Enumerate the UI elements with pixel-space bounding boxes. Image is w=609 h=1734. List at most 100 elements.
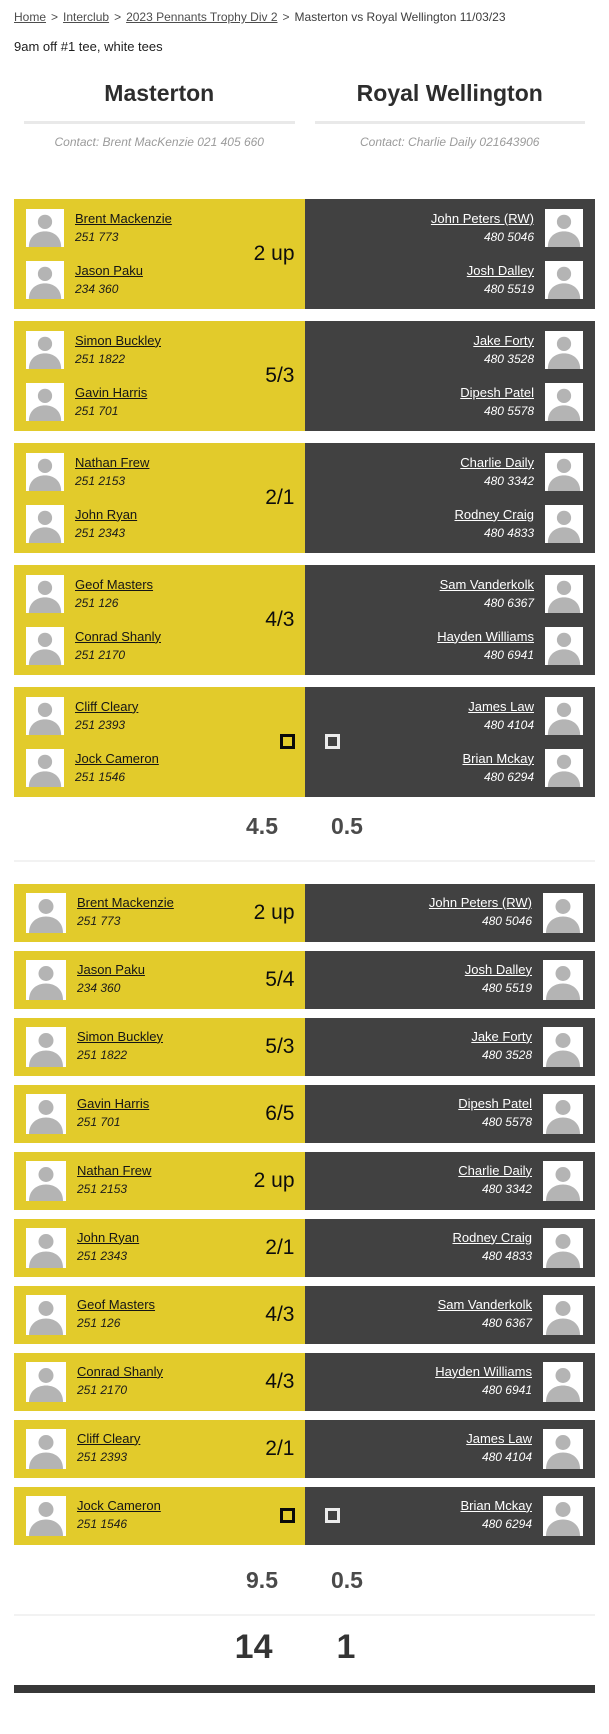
breadcrumb-current: Masterton vs Royal Wellington 11/03/23: [294, 10, 506, 24]
player-number: 480 3342: [483, 473, 534, 488]
player-name-link[interactable]: Jake Forty: [471, 1028, 532, 1044]
player-name-link[interactable]: Geof Masters: [77, 1296, 156, 1312]
away-players: Charlie Daily 480 3342 Rodney Craig 480 483…: [305, 443, 596, 553]
away-team-name: Royal Wellington: [356, 80, 543, 106]
player-name-link[interactable]: Nathan Frew: [75, 454, 150, 470]
breadcrumb-link[interactable]: Interclub: [63, 10, 110, 24]
player-info: Brian Mckay 480 6294: [462, 749, 534, 787]
player-home-1: Geof Masters 251 126: [26, 1294, 225, 1335]
player-name-link[interactable]: Sam Vanderkolk: [439, 576, 534, 592]
player-name-link[interactable]: James Law: [468, 698, 534, 714]
player-name-link[interactable]: Gavin Harris: [77, 1095, 150, 1111]
player-name-link[interactable]: Hayden Williams: [437, 628, 534, 644]
home-players: Jock Cameron 251 1546: [14, 1487, 225, 1545]
player-home-1: Gavin Harris 251 701: [26, 1093, 225, 1134]
result-checkbox-away[interactable]: [324, 734, 340, 750]
player-name-link[interactable]: Josh Dalley: [466, 262, 534, 278]
player-name-link[interactable]: Dipesh Patel: [458, 1095, 532, 1111]
player-info: Josh Dalley 480 5519: [465, 960, 532, 1000]
player-name-link[interactable]: Rodney Craig: [454, 506, 535, 522]
player-name-link[interactable]: John Ryan: [77, 1229, 140, 1245]
home-players: Simon Buckley 251 1822 Gavin Harris 251 701: [14, 321, 225, 431]
pairs-total-home: 4.5: [246, 812, 278, 839]
away-players: Brian Mckay 480 6294: [340, 1487, 596, 1545]
player-name-link[interactable]: Cliff Cleary: [77, 1430, 141, 1446]
player-name-link[interactable]: Jason Paku: [77, 961, 145, 977]
breadcrumb-link[interactable]: Home: [14, 10, 47, 24]
player-home-1: Cliff Cleary 251 2393: [26, 696, 225, 735]
away-result-area: [305, 687, 340, 797]
result-checkbox-away[interactable]: [324, 1508, 340, 1524]
match-result: 2/1: [225, 1420, 305, 1478]
player-home-1: Geof Masters 251 126: [26, 574, 225, 613]
breadcrumb-separator: >: [282, 10, 290, 24]
player-name-link[interactable]: Conrad Shanly: [75, 628, 161, 644]
player-name-link[interactable]: John Ryan: [75, 506, 138, 522]
player-name-link[interactable]: Cliff Cleary: [75, 698, 139, 714]
player-info: Geof Masters 251 126: [75, 575, 153, 613]
player-name-link[interactable]: Hayden Williams: [435, 1363, 532, 1379]
player-home-1: Nathan Frew 251 2153: [26, 1160, 225, 1201]
person-avatar-icon: [26, 1428, 66, 1469]
player-name-link[interactable]: Rodney Craig: [452, 1229, 533, 1245]
player-name-link[interactable]: John Peters (RW): [430, 210, 534, 226]
away-side: Josh Dalley 480 5519: [304, 950, 595, 1009]
player-name-link[interactable]: Jock Cameron: [77, 1497, 161, 1513]
player-name-link[interactable]: Gavin Harris: [75, 384, 148, 400]
player-name-link[interactable]: Simon Buckley: [77, 1028, 163, 1044]
away-players: Hayden Williams 480 6941: [305, 1353, 596, 1411]
player-name-link[interactable]: Dipesh Patel: [460, 384, 534, 400]
player-name-link[interactable]: Geof Masters: [75, 576, 154, 592]
player-home-1: Conrad Shanly 251 2170: [26, 1361, 225, 1402]
match-result: 2 up: [225, 1152, 305, 1210]
home-side: Nathan Frew 251 2153 2 up: [14, 1151, 305, 1210]
player-name-link[interactable]: John Peters (RW): [428, 894, 532, 910]
player-name-link[interactable]: Jock Cameron: [75, 750, 159, 766]
breadcrumb-link[interactable]: 2023 Pennants Trophy Div 2: [126, 10, 278, 24]
away-team-contact: Contact: Charlie Daily 021643906: [360, 134, 540, 149]
player-name-link[interactable]: Brent Mackenzie: [75, 210, 172, 226]
player-name-link[interactable]: Brian Mckay: [460, 1497, 532, 1513]
match-result: 4/3: [225, 1353, 305, 1411]
pairs-match-row: Cliff Cleary 251 2393 Jock Cameron 251 1546…: [14, 686, 595, 797]
person-avatar-icon: [545, 330, 583, 369]
singles-total-away: 0.5: [331, 1566, 363, 1593]
player-number: 480 5046: [483, 229, 534, 244]
player-away-2: Hayden Williams 480 6941: [437, 626, 583, 665]
player-number: 251 126: [75, 595, 119, 610]
player-name-link[interactable]: Brian Mckay: [462, 750, 534, 766]
player-name-link[interactable]: Conrad Shanly: [77, 1363, 163, 1379]
singles-total-home: 9.5: [246, 1566, 278, 1593]
player-home-1: Brent Mackenzie 251 773: [26, 208, 225, 247]
player-name-link[interactable]: Nathan Frew: [77, 1162, 152, 1178]
player-number: 251 773: [75, 229, 119, 244]
player-name-link[interactable]: Sam Vanderkolk: [437, 1296, 532, 1312]
player-name-link[interactable]: Charlie Daily: [460, 454, 534, 470]
player-home-1: Simon Buckley 251 1822: [26, 330, 225, 369]
person-avatar-icon: [26, 1093, 66, 1134]
person-avatar-icon: [26, 452, 64, 491]
player-name-link[interactable]: Charlie Daily: [458, 1162, 532, 1178]
player-number: 480 6294: [481, 1516, 532, 1531]
player-away-1: James Law 480 4104: [466, 1428, 583, 1469]
pairs-total-away: 0.5: [331, 812, 363, 839]
player-number: 480 4104: [483, 717, 534, 732]
player-name-link[interactable]: Jason Paku: [75, 262, 143, 278]
person-avatar-icon: [26, 1160, 66, 1201]
away-team-divider: [314, 120, 585, 124]
player-number: 480 4833: [481, 1248, 532, 1263]
player-name-link[interactable]: Simon Buckley: [75, 332, 161, 348]
player-name-link[interactable]: Jake Forty: [473, 332, 534, 348]
result-checkbox-home[interactable]: [279, 1508, 295, 1524]
player-name-link[interactable]: Brent Mackenzie: [77, 894, 174, 910]
result-checkbox-home[interactable]: [279, 734, 295, 750]
home-players: Simon Buckley 251 1822: [14, 1018, 225, 1076]
player-name-link[interactable]: James Law: [466, 1430, 532, 1446]
person-avatar-icon: [545, 260, 583, 299]
pairs-match-row: Simon Buckley 251 1822 Gavin Harris 251 701…: [14, 320, 595, 431]
player-number: 251 126: [77, 1315, 121, 1330]
player-name-link[interactable]: Josh Dalley: [464, 961, 532, 977]
match-result-value: 2/1: [265, 485, 295, 509]
player-number: 251 2153: [75, 473, 126, 488]
player-number: 480 4104: [481, 1449, 532, 1464]
